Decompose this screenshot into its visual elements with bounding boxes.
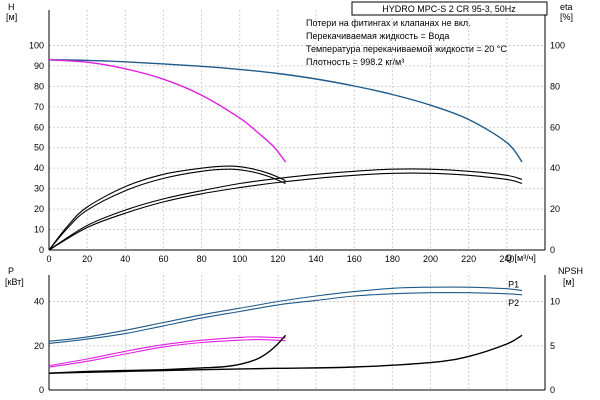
upper-left-tick-label: 30 <box>34 184 44 194</box>
lower-right-axis-title: NPSH <box>558 266 583 276</box>
lower-p-curve-1 <box>48 286 523 342</box>
lower-left-axis-unit: [кВт] <box>5 277 24 287</box>
lower-left-tick-label: 20 <box>34 341 44 351</box>
upper-right-axis-title: eta <box>560 2 573 12</box>
info-note-1: Потери на фитингах и клапанах не вкл. <box>306 18 471 28</box>
x-tick-label: 20 <box>82 254 92 264</box>
upper-right-tick-label: 20 <box>550 204 560 214</box>
x-tick-label: 200 <box>423 254 438 264</box>
x-tick-label: 0 <box>46 254 51 264</box>
upper-left-tick-label: 20 <box>34 204 44 214</box>
curves-layer <box>48 59 523 374</box>
x-tick-label: 140 <box>309 254 324 264</box>
info-note-3: Температура перекачиваемой жидкости = 20… <box>306 44 507 54</box>
lower-left-tick-label: 40 <box>34 297 44 307</box>
upper-left-tick-label: 0 <box>39 245 44 255</box>
x-tick-label: 40 <box>120 254 130 264</box>
series-label-p2: P2 <box>508 298 519 308</box>
upper-right-tick-label: 80 <box>550 81 560 91</box>
info-note-2: Перекачиваемая жидкость = Вода <box>306 31 449 41</box>
chart-title: HYDRO MPC-S 2 CR 95-3, 50Hz <box>382 4 516 14</box>
upper-left-tick-label: 80 <box>34 81 44 91</box>
title-box <box>351 1 548 16</box>
upper-eta-curve-6 <box>48 168 523 251</box>
axes-layer <box>48 10 546 391</box>
text-layer: HYDRO MPC-S 2 CR 95-3, 50Hz Потери на фи… <box>5 1 583 395</box>
upper-right-tick-label: 60 <box>550 122 560 132</box>
lower-left-tick-label: 0 <box>39 385 44 395</box>
x-tick-label: 120 <box>270 254 285 264</box>
upper-eta-curve-5 <box>48 172 523 251</box>
x-tick-label: 180 <box>385 254 400 264</box>
upper-left-axis-title: H <box>8 2 15 12</box>
x-tick-label: 160 <box>347 254 362 264</box>
upper-right-tick-label: 100 <box>550 40 565 50</box>
lower-right-tick-label: 10 <box>550 297 560 307</box>
upper-left-tick-label: 10 <box>34 225 44 235</box>
upper-right-tick-label: 40 <box>550 163 560 173</box>
lower-right-tick-label: 0 <box>550 385 555 395</box>
upper-left-tick-label: 60 <box>34 122 44 132</box>
x-tick-label: 60 <box>158 254 168 264</box>
lower-p-curve-4 <box>48 339 286 368</box>
upper-right-tick-label: 0 <box>550 245 555 255</box>
grid-layer <box>49 10 545 390</box>
upper-left-tick-label: 50 <box>34 143 44 153</box>
upper-left-tick-label: 40 <box>34 163 44 173</box>
x-tick-label: 80 <box>197 254 207 264</box>
lower-right-axis-unit: [м] <box>563 277 574 287</box>
x-axis-label: Q [м³/ч] <box>505 253 536 263</box>
upper-h-curve-2 <box>48 59 287 163</box>
upper-left-axis-unit: [м] <box>6 12 17 22</box>
x-tick-label: 100 <box>232 254 247 264</box>
lower-npsh-curve-6 <box>48 334 523 374</box>
upper-eta-curve-3 <box>48 168 286 251</box>
lower-right-tick-label: 5 <box>550 341 555 351</box>
upper-left-tick-label: 70 <box>34 102 44 112</box>
upper-right-axis-unit: [%] <box>560 12 573 22</box>
lower-p-curve-3 <box>48 336 286 367</box>
upper-left-tick-label: 90 <box>34 61 44 71</box>
x-tick-label: 220 <box>461 254 476 264</box>
info-note-4: Плотность = 998.2 кг/м³ <box>306 57 404 67</box>
upper-left-tick-label: 100 <box>29 40 44 50</box>
lower-npsh-curve-5 <box>48 334 287 374</box>
upper-h-curve-1 <box>48 59 523 163</box>
series-label-p1: P1 <box>508 279 519 289</box>
upper-eta-curve-4 <box>48 165 286 251</box>
lower-left-axis-title: P <box>8 266 14 276</box>
lower-p-curve-2 <box>48 292 523 345</box>
x-tick-label: 240 <box>499 254 514 264</box>
